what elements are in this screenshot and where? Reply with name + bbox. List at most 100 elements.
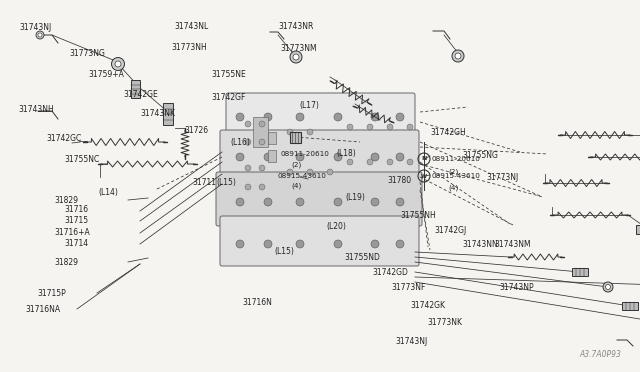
Circle shape xyxy=(296,153,304,161)
Circle shape xyxy=(115,61,121,67)
Text: (L17): (L17) xyxy=(300,101,319,110)
Text: 31726: 31726 xyxy=(184,126,209,135)
Circle shape xyxy=(334,153,342,161)
Text: 31780: 31780 xyxy=(387,176,412,185)
FancyBboxPatch shape xyxy=(216,172,422,226)
Text: 31716: 31716 xyxy=(64,205,88,214)
Text: 31715: 31715 xyxy=(64,216,88,225)
Circle shape xyxy=(259,139,265,145)
Text: 31742GK: 31742GK xyxy=(411,301,446,310)
Circle shape xyxy=(347,159,353,165)
FancyBboxPatch shape xyxy=(220,130,419,182)
Text: 08911-20610: 08911-20610 xyxy=(431,156,480,162)
Text: 31755NG: 31755NG xyxy=(462,151,498,160)
Circle shape xyxy=(407,124,413,130)
Circle shape xyxy=(296,240,304,248)
Circle shape xyxy=(290,51,302,63)
Text: (L15): (L15) xyxy=(216,178,236,187)
Polygon shape xyxy=(622,302,638,310)
Circle shape xyxy=(603,282,613,292)
Circle shape xyxy=(396,198,404,206)
Text: 31742GH: 31742GH xyxy=(430,128,466,137)
Bar xyxy=(253,117,268,147)
Text: 31743NM: 31743NM xyxy=(494,240,531,249)
Text: 31716+A: 31716+A xyxy=(54,228,90,237)
Circle shape xyxy=(396,153,404,161)
Circle shape xyxy=(296,113,304,121)
Circle shape xyxy=(287,129,293,135)
Circle shape xyxy=(264,153,272,161)
Text: 31743NJ: 31743NJ xyxy=(19,23,51,32)
Circle shape xyxy=(396,240,404,248)
Text: 31755NC: 31755NC xyxy=(64,155,99,164)
Text: N: N xyxy=(421,157,427,161)
Text: 31743NP: 31743NP xyxy=(499,283,534,292)
Text: 31755NH: 31755NH xyxy=(400,211,436,220)
Text: 31743NJ: 31743NJ xyxy=(396,337,428,346)
Circle shape xyxy=(296,198,304,206)
Text: (L20): (L20) xyxy=(326,222,346,231)
Circle shape xyxy=(367,124,373,130)
Text: 31773NM: 31773NM xyxy=(280,44,317,53)
Circle shape xyxy=(36,31,44,39)
Text: 31742GJ: 31742GJ xyxy=(434,226,466,235)
Circle shape xyxy=(264,240,272,248)
Circle shape xyxy=(407,159,413,165)
Circle shape xyxy=(259,165,265,171)
Text: 31711: 31711 xyxy=(192,178,216,187)
Circle shape xyxy=(259,121,265,127)
Text: 08915-43610: 08915-43610 xyxy=(278,173,326,179)
Circle shape xyxy=(245,165,251,171)
Polygon shape xyxy=(131,80,140,98)
Circle shape xyxy=(264,198,272,206)
Text: (L18): (L18) xyxy=(336,149,356,158)
Text: 31716NA: 31716NA xyxy=(26,305,61,314)
Circle shape xyxy=(259,184,265,190)
Text: 31715P: 31715P xyxy=(37,289,66,298)
Text: 31742GD: 31742GD xyxy=(372,268,408,277)
Circle shape xyxy=(452,50,464,62)
Text: (L15): (L15) xyxy=(274,247,294,256)
Circle shape xyxy=(371,198,379,206)
Text: 31829: 31829 xyxy=(54,196,79,205)
Circle shape xyxy=(605,285,611,289)
Text: 31743NR: 31743NR xyxy=(278,22,314,31)
Text: 31742GF: 31742GF xyxy=(211,93,246,102)
Circle shape xyxy=(111,58,125,71)
Circle shape xyxy=(327,169,333,175)
Circle shape xyxy=(396,113,404,121)
Text: 31773NF: 31773NF xyxy=(392,283,426,292)
Circle shape xyxy=(236,198,244,206)
Text: 31773NG: 31773NG xyxy=(69,49,105,58)
Polygon shape xyxy=(636,224,640,234)
Circle shape xyxy=(367,159,373,165)
Text: 31773NK: 31773NK xyxy=(428,318,463,327)
Text: (L19): (L19) xyxy=(346,193,365,202)
Text: (L16): (L16) xyxy=(230,138,250,147)
Polygon shape xyxy=(289,131,301,142)
Circle shape xyxy=(293,54,299,60)
Text: 31743NL: 31743NL xyxy=(174,22,209,31)
Polygon shape xyxy=(572,268,588,276)
Circle shape xyxy=(334,240,342,248)
Text: (L14): (L14) xyxy=(98,188,118,197)
Circle shape xyxy=(455,53,461,59)
Text: 31773NH: 31773NH xyxy=(172,43,207,52)
Circle shape xyxy=(245,139,251,145)
Bar xyxy=(268,132,276,144)
FancyBboxPatch shape xyxy=(220,216,419,266)
Circle shape xyxy=(245,184,251,190)
Circle shape xyxy=(334,198,342,206)
Text: 31743NH: 31743NH xyxy=(18,105,54,114)
Text: 08911-20610: 08911-20610 xyxy=(280,151,329,157)
Circle shape xyxy=(371,240,379,248)
Text: 31759+A: 31759+A xyxy=(88,70,124,79)
FancyBboxPatch shape xyxy=(226,93,415,139)
Text: 31755NE: 31755NE xyxy=(211,70,246,79)
Circle shape xyxy=(307,129,313,135)
Text: 31742GE: 31742GE xyxy=(124,90,158,99)
Text: 08915-43610: 08915-43610 xyxy=(431,173,480,179)
Text: (4): (4) xyxy=(291,183,301,189)
Circle shape xyxy=(347,124,353,130)
Bar xyxy=(268,150,276,162)
